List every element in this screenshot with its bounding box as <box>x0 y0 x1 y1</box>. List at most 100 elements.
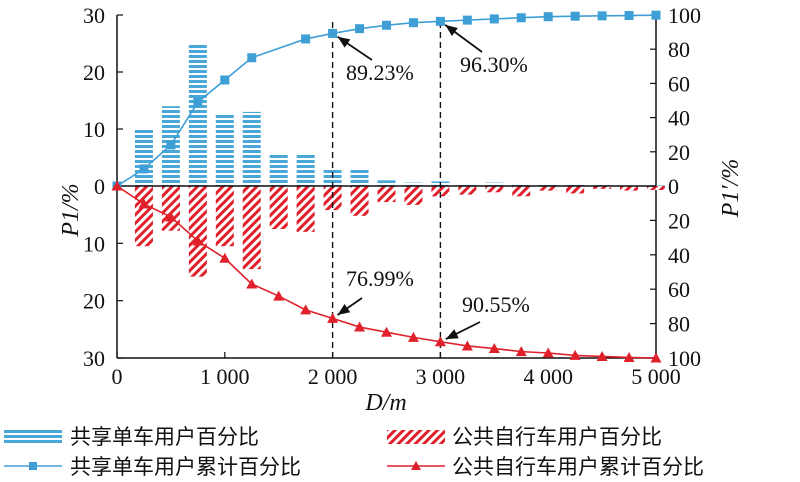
shared-bike-bar <box>134 129 153 186</box>
shared-bike-cumulative-point <box>247 53 257 63</box>
public-bike-bar <box>431 186 450 197</box>
public-bike-bars <box>134 186 665 277</box>
public-bike-cumulative-point <box>111 180 123 191</box>
annotation-arrowhead <box>445 329 459 340</box>
public-bike-cumulative-point <box>327 312 339 323</box>
annotation-label: 89.23% <box>346 60 414 85</box>
public-bike-bar <box>215 186 234 247</box>
left-tick-label: 10 <box>83 117 105 142</box>
right-tick-label: 60 <box>668 71 690 96</box>
shared-bike-bar <box>242 111 261 186</box>
annotation-label: 76.99% <box>346 266 414 291</box>
annotation-arrowhead <box>337 304 351 315</box>
public-bike-cumulative-point <box>300 304 312 315</box>
right-tick-label: 60 <box>668 277 690 302</box>
cumulative-lines <box>111 10 662 363</box>
left-tick-label: 20 <box>83 60 105 85</box>
legend-marker-shared-line <box>29 462 37 470</box>
shared-bike-cumulative-point <box>516 13 526 23</box>
legend-marker-public-line <box>411 461 421 470</box>
shared-bike-cumulative-point <box>462 15 472 25</box>
public-bike-cumulative-point <box>273 290 285 301</box>
shared-bike-bar <box>215 113 234 186</box>
left-axis-title: P1/% <box>58 183 84 237</box>
shared-bike-cumulative-point <box>651 10 661 20</box>
public-bike-bar <box>404 186 423 205</box>
shared-bike-cumulative-point <box>570 11 580 21</box>
legend: 共享单车用户百分比 公共自行车用户百分比 共享单车用户累计百分比 公共自行车用户… <box>4 425 704 479</box>
annotation-arrowhead <box>445 24 458 37</box>
right-tick-label: 20 <box>668 208 690 233</box>
public-bike-cumulative-point <box>246 278 258 289</box>
public-bike-cumulative-point <box>219 252 231 263</box>
shared-bike-cumulative-point <box>624 11 634 21</box>
annotations: 89.23% 96.30% 76.99% 90.55% <box>337 24 530 340</box>
public-bike-bar <box>134 186 153 247</box>
public-bike-bar <box>377 186 396 203</box>
x-axis-title: D/m <box>364 390 406 416</box>
public-bike-bar <box>323 186 342 211</box>
x-tick-label: 4 000 <box>523 364 573 389</box>
public-bike-cumulative-point <box>569 349 581 360</box>
shared-bike-cumulative-point <box>139 164 149 174</box>
shared-bike-bar <box>539 184 558 186</box>
shared-bike-cumulative-point <box>166 140 176 150</box>
shared-bike-cumulative-point <box>193 97 203 107</box>
public-bike-bar <box>485 186 504 193</box>
shared-bike-bar <box>404 182 423 186</box>
left-tick-label: 30 <box>83 3 105 28</box>
public-bike-bar <box>296 186 315 232</box>
left-tick-label: 30 <box>83 346 105 371</box>
x-tick-label: 0 <box>112 364 123 389</box>
legend-label-public-bar: 公共自行车用户百分比 <box>452 425 662 449</box>
left-tick-label: 10 <box>83 231 105 256</box>
right-tick-label: 40 <box>668 243 690 268</box>
shared-bike-cumulative-point <box>543 12 553 22</box>
right-tick-label: 100 <box>668 346 701 371</box>
public-bike-cumulative-point <box>165 211 177 222</box>
public-bike-cumulative-point <box>381 326 392 337</box>
right-axis-title: P1′/% <box>718 159 744 219</box>
shared-bike-cumulative-point <box>435 16 445 26</box>
public-bike-cumulative-point <box>623 351 635 362</box>
public-bike-cumulative-point <box>192 235 204 246</box>
x-tick-label: 5 000 <box>631 364 681 389</box>
right-tick-label: 0 <box>668 174 679 199</box>
annotation-label: 90.55% <box>462 292 530 317</box>
shared-bike-cumulative-point <box>597 11 607 21</box>
shared-bike-cumulative-point <box>355 24 365 34</box>
legend-swatch-shared-bar <box>4 430 62 444</box>
shared-bike-cumulative-point <box>489 14 499 24</box>
legend-label-shared-bar: 共享单车用户百分比 <box>70 425 259 449</box>
shared-bike-cumulative-point <box>220 75 230 85</box>
public-bike-cumulative-point <box>596 350 608 361</box>
shared-bike-bar <box>512 184 531 186</box>
public-bike-bar <box>161 186 180 231</box>
annotation-arrowhead <box>337 36 351 48</box>
x-tick-label: 3 000 <box>416 364 466 389</box>
public-bike-cumulative-point <box>650 352 662 363</box>
left-tick-label: 0 <box>94 174 105 199</box>
public-bike-bar <box>593 186 612 189</box>
legend-label-shared-line: 共享单车用户累计百分比 <box>70 455 301 479</box>
shared-bike-bar <box>458 183 477 186</box>
shared-bike-bar <box>188 43 207 186</box>
public-bike-cumulative-point <box>407 331 419 342</box>
public-bike-bar <box>242 186 261 270</box>
legend-label-public-line: 公共自行车用户累计百分比 <box>452 455 704 479</box>
reference-lines <box>331 22 442 358</box>
public-bike-bar <box>350 186 369 216</box>
public-bike-cumulative-point <box>488 343 500 354</box>
x-tick-label: 1 000 <box>200 364 250 389</box>
x-tick-label: 2 000 <box>308 364 358 389</box>
public-bike-cumulative-point <box>461 340 473 351</box>
public-bike-bar <box>566 186 585 194</box>
shared-bike-cumulative-point <box>382 20 391 30</box>
public-bike-bar <box>539 186 558 191</box>
public-bike-bar <box>269 186 288 229</box>
public-bike-bar <box>620 186 639 191</box>
right-tick-label: 40 <box>668 106 690 131</box>
right-tick-label: 80 <box>668 312 690 337</box>
shared-bike-bar <box>296 153 315 186</box>
